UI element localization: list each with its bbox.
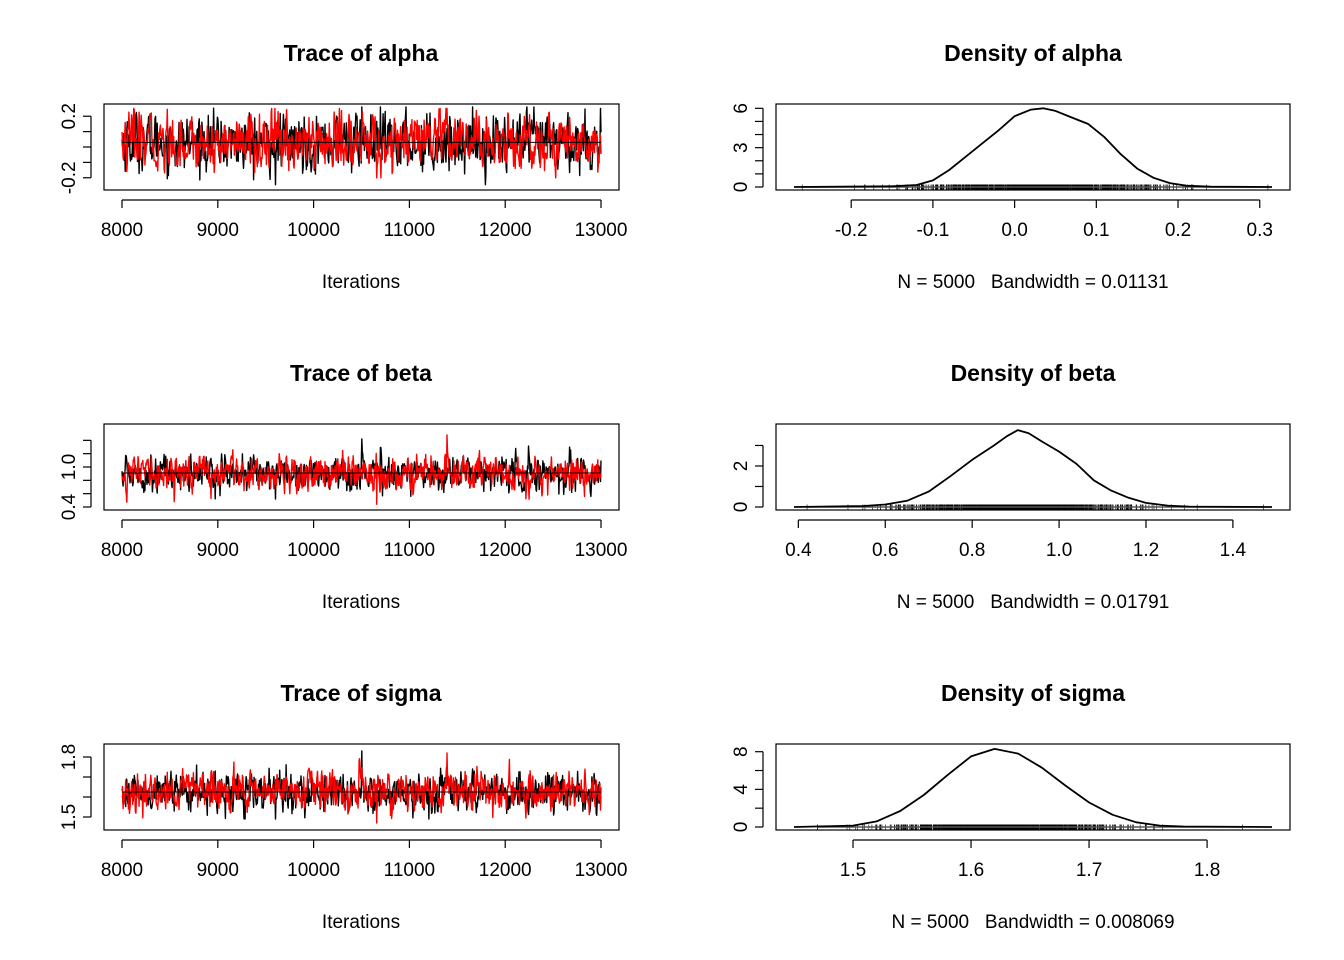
density-beta-x-tick-label: 0.6 [872, 540, 898, 561]
density-beta-title: Density of beta [951, 360, 1116, 386]
density-sigma-x-axis: 1.5 1.6 1.7 1.8 [840, 839, 1220, 881]
trace-beta-y-axis: 0.4 1.0 [59, 439, 92, 520]
density-sigma-frame [775, 743, 1291, 831]
density-beta-panel: Density of beta N = 5000 Bandwidth = 0.0… [731, 360, 1291, 613]
trace-sigma-x-tick-label: 13000 [575, 860, 628, 881]
trace-sigma-x-tick-label: 8000 [101, 860, 143, 881]
density-alpha-plot-area [793, 107, 1273, 190]
density-beta-density-curve [793, 429, 1273, 508]
density-sigma-density-curve [793, 748, 1273, 828]
trace-beta-series-chain-1 [121, 438, 602, 500]
density-alpha-y-tick-label: 0 [731, 182, 752, 193]
trace-beta-y-tick-label: 1.0 [59, 454, 80, 480]
trace-beta-x-tick-label: 9000 [197, 540, 239, 561]
density-alpha-y-tick-label: 3 [731, 142, 752, 153]
trace-beta-y-tick-label: 0.4 [59, 493, 80, 520]
trace-beta-title: Trace of beta [290, 360, 432, 386]
trace-sigma-x-tick-label: 11000 [384, 860, 435, 881]
density-sigma-title: Density of sigma [941, 680, 1125, 706]
trace-sigma-panel: Trace of sigma Iterations 8000 9000 10000 1… [59, 680, 627, 933]
density-alpha-y-axis: 0 3 6 [731, 103, 764, 193]
density-sigma-plot-area [793, 748, 1273, 830]
density-beta-frame [775, 423, 1291, 511]
density-alpha-subtitle: N = 5000 Bandwidth = 0.01131 [897, 272, 1168, 293]
density-sigma-panel: Density of sigma N = 5000 Bandwidth = 0.… [731, 680, 1291, 933]
density-alpha-frame [775, 103, 1291, 191]
trace-alpha-y-tick-label: 0.2 [59, 103, 80, 129]
trace-alpha-title: Trace of alpha [284, 40, 439, 66]
trace-alpha-series-chain-2 [121, 107, 602, 179]
trace-alpha-xlabel: Iterations [322, 272, 400, 293]
density-sigma-x-tick-label: 1.7 [1076, 860, 1102, 881]
density-alpha-x-tick-label: 0.3 [1247, 220, 1273, 241]
trace-beta-plot-area [121, 434, 602, 505]
trace-beta-series-chain-2 [121, 434, 602, 505]
trace-alpha-y-tick-label: -0.2 [59, 161, 80, 194]
density-beta-y-tick-label: 0 [731, 502, 752, 513]
density-beta-y-axis: 02 [731, 444, 764, 513]
trace-alpha-panel: Trace of alpha Iterations 8000 9000 10000 1… [59, 40, 627, 293]
trace-alpha-x-tick-label: 10000 [287, 220, 340, 241]
trace-sigma-xlabel: Iterations [322, 912, 400, 933]
density-alpha-density-curve [793, 107, 1273, 188]
density-beta-x-tick-label: 1.4 [1220, 540, 1247, 561]
trace-sigma-x-axis: 8000 9000 10000 11000 12000 13000 [101, 839, 628, 881]
trace-beta-x-tick-label: 8000 [101, 540, 143, 561]
density-alpha-x-tick-label: -0.1 [917, 220, 950, 241]
density-sigma-y-tick-label: 8 [731, 746, 752, 757]
trace-beta-xlabel: Iterations [322, 592, 400, 613]
trace-alpha-frame [103, 103, 620, 191]
density-sigma-x-tick-label: 1.6 [958, 860, 984, 881]
density-beta-x-tick-label: 1.2 [1133, 540, 1159, 561]
density-sigma-x-tick-label: 1.8 [1194, 860, 1220, 881]
trace-beta-x-tick-label: 13000 [575, 540, 628, 561]
trace-beta-panel: Trace of beta Iterations 8000 9000 10000 11… [59, 360, 627, 613]
density-alpha-y-tick-label: 6 [731, 103, 752, 114]
trace-alpha-x-tick-label: 9000 [197, 220, 239, 241]
trace-beta-x-tick-label: 12000 [479, 540, 532, 561]
density-alpha-panel: Density of alpha N = 5000 Bandwidth = 0.… [731, 40, 1291, 293]
trace-sigma-y-tick-label: 1.8 [59, 744, 80, 770]
density-sigma-subtitle: N = 5000 Bandwidth = 0.008069 [891, 912, 1174, 933]
trace-alpha-x-tick-label: 8000 [101, 220, 143, 241]
density-beta-x-tick-label: 0.4 [785, 540, 812, 561]
density-sigma-y-axis: 0 4 8 [731, 746, 764, 833]
density-alpha-x-tick-label: 0.0 [1001, 220, 1027, 241]
trace-sigma-frame [103, 743, 620, 831]
trace-alpha-x-axis: 8000 9000 10000 11000 12000 13000 [101, 199, 628, 241]
density-beta-x-tick-label: 1.0 [1046, 540, 1072, 561]
trace-sigma-title: Trace of sigma [280, 680, 441, 706]
density-sigma-y-tick-label: 4 [731, 784, 752, 795]
trace-alpha-x-tick-label: 12000 [479, 220, 532, 241]
density-alpha-x-tick-label: 0.2 [1165, 220, 1191, 241]
density-beta-y-tick-label: 2 [731, 461, 752, 472]
density-sigma-x-tick-label: 1.5 [840, 860, 866, 881]
trace-sigma-x-tick-label: 10000 [287, 860, 340, 881]
trace-sigma-series-chain-2 [121, 752, 602, 824]
trace-alpha-y-axis: -0.2 0.2 [59, 103, 92, 194]
trace-sigma-plot-area [121, 750, 602, 824]
trace-beta-x-tick-label: 11000 [384, 540, 435, 561]
density-sigma-y-tick-label: 0 [731, 822, 752, 833]
trace-alpha-plot-area [121, 106, 602, 186]
trace-beta-x-axis: 8000 9000 10000 11000 12000 13000 [101, 519, 628, 561]
density-alpha-title: Density of alpha [944, 40, 1122, 66]
trace-beta-x-tick-label: 10000 [287, 540, 340, 561]
density-beta-x-tick-label: 0.8 [959, 540, 985, 561]
density-beta-x-axis: 0.4 0.6 0.8 1.0 1.2 1.4 [785, 519, 1247, 561]
density-alpha-x-tick-label: 0.1 [1083, 220, 1109, 241]
density-beta-subtitle: N = 5000 Bandwidth = 0.01791 [897, 592, 1170, 613]
trace-alpha-x-tick-label: 11000 [384, 220, 435, 241]
density-beta-plot-area [793, 429, 1273, 510]
trace-alpha-x-tick-label: 13000 [575, 220, 628, 241]
trace-sigma-x-tick-label: 12000 [479, 860, 532, 881]
trace-sigma-y-axis: 1.5 1.8 [59, 744, 92, 830]
trace-sigma-y-tick-label: 1.5 [59, 804, 80, 830]
density-alpha-x-axis: -0.2 -0.1 0.0 0.1 0.2 0.3 [835, 199, 1273, 241]
density-alpha-x-tick-label: -0.2 [835, 220, 868, 241]
trace-beta-frame [103, 423, 620, 511]
trace-sigma-x-tick-label: 9000 [197, 860, 239, 881]
